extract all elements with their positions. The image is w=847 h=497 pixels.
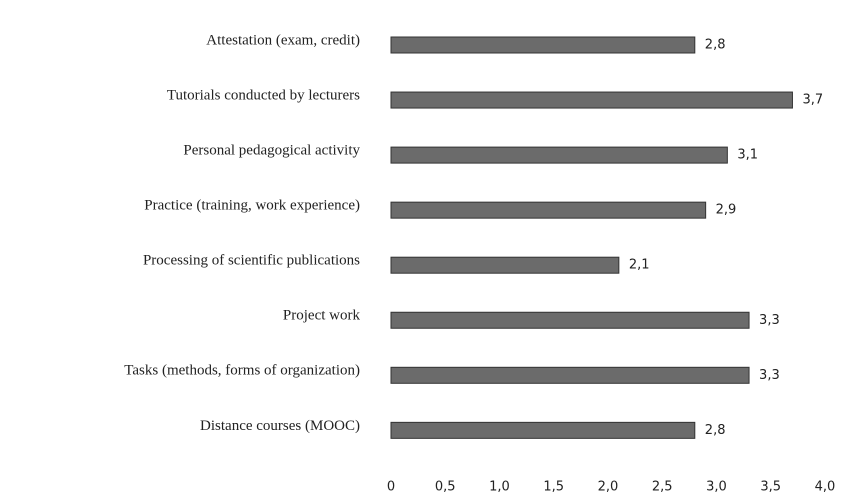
x-tick-label: 1,0 (489, 480, 510, 495)
bar (390, 36, 696, 54)
x-tick-label: 2,5 (652, 480, 673, 495)
x-tick-label: 1,5 (543, 480, 564, 495)
bar (390, 366, 750, 384)
bar (390, 146, 728, 164)
category-label: Processing of scientific publications (143, 253, 360, 269)
value-label: 3,7 (802, 93, 823, 108)
bar (390, 421, 696, 439)
category-label: Tutorials conducted by lecturers (167, 87, 360, 103)
category-label: Attestation (exam, credit) (206, 32, 360, 48)
category-label: Distance courses (MOOC) (200, 418, 360, 434)
x-tick-label: 4,0 (815, 480, 836, 495)
x-tick-label: 3,0 (706, 480, 727, 495)
bar (390, 91, 793, 109)
value-label: 2,8 (705, 423, 726, 438)
value-label: 2,8 (705, 38, 726, 53)
category-label: Practice (training, work experience) (144, 198, 360, 214)
value-label: 3,1 (737, 148, 758, 163)
category-label: Personal pedagogical activity (183, 143, 360, 159)
category-label: Project work (283, 308, 361, 324)
value-label: 2,1 (629, 258, 650, 273)
value-label: 3,3 (759, 313, 780, 328)
bar (390, 201, 707, 219)
x-tick-label: 0 (387, 480, 395, 495)
bar (390, 311, 750, 329)
x-tick-label: 3,5 (760, 480, 781, 495)
x-tick-label: 0,5 (435, 480, 456, 495)
category-label: Tasks (methods, forms of organization) (124, 363, 360, 379)
x-tick-label: 2,0 (598, 480, 619, 495)
value-label: 2,9 (716, 203, 737, 218)
bar (390, 256, 620, 274)
value-label: 3,3 (759, 368, 780, 383)
